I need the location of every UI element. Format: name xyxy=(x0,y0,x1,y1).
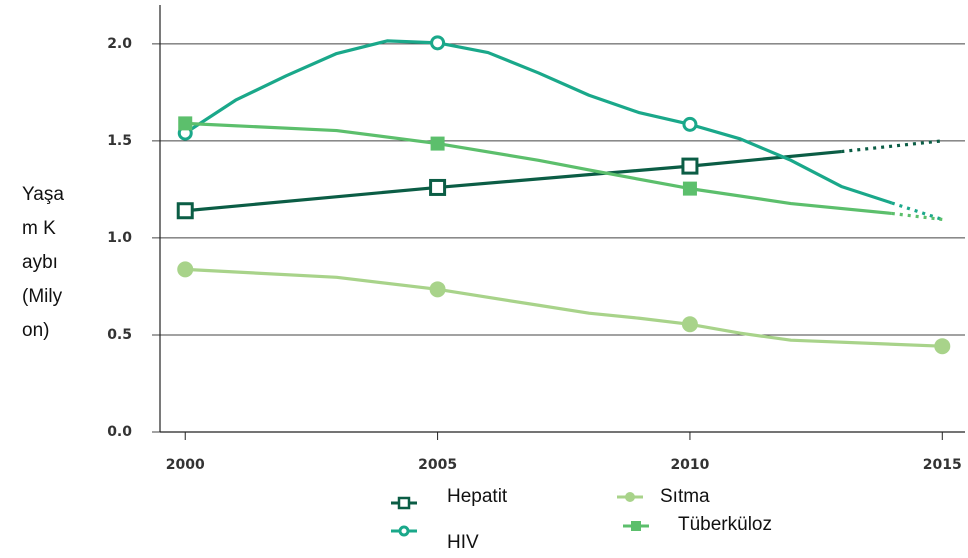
marker xyxy=(430,136,445,151)
y-tick-label: 1.5 xyxy=(107,133,132,149)
y-tick-label: 0.5 xyxy=(107,327,132,343)
series-line xyxy=(185,121,892,216)
marker xyxy=(681,157,699,175)
marker xyxy=(176,202,194,220)
series-line xyxy=(841,139,943,154)
x-tick-label: 2000 xyxy=(166,457,205,473)
series-line xyxy=(891,201,943,221)
marker xyxy=(934,338,951,355)
legend-marker xyxy=(397,496,411,510)
x-tick-label: 2015 xyxy=(923,457,962,473)
x-tick-label: 2005 xyxy=(418,457,457,473)
legend-marker xyxy=(625,492,635,502)
marker xyxy=(681,316,698,333)
marker xyxy=(429,281,446,298)
series-line xyxy=(185,149,842,213)
series-line xyxy=(185,267,943,348)
marker xyxy=(177,261,194,278)
legend-marker xyxy=(631,521,641,531)
legend-marker xyxy=(398,525,410,537)
y-tick-label: 1.0 xyxy=(107,230,132,246)
marker xyxy=(178,116,193,131)
marker xyxy=(429,178,447,196)
legend-label: Sıtma xyxy=(660,486,710,507)
marker xyxy=(682,116,698,132)
marker xyxy=(430,35,446,51)
y-tick-label: 0.0 xyxy=(107,424,132,440)
legend-label: HIV xyxy=(447,532,479,553)
series-line xyxy=(891,211,943,222)
y-axis-label: Yaşam Kaybı (Milyon) xyxy=(22,184,64,341)
legend-label: Tüberküloz xyxy=(678,514,772,535)
legend-label: Hepatit xyxy=(447,486,508,507)
y-tick-label: 2.0 xyxy=(107,36,132,52)
series-line xyxy=(184,39,893,205)
x-tick-label: 2010 xyxy=(670,457,709,473)
marker xyxy=(682,181,697,196)
